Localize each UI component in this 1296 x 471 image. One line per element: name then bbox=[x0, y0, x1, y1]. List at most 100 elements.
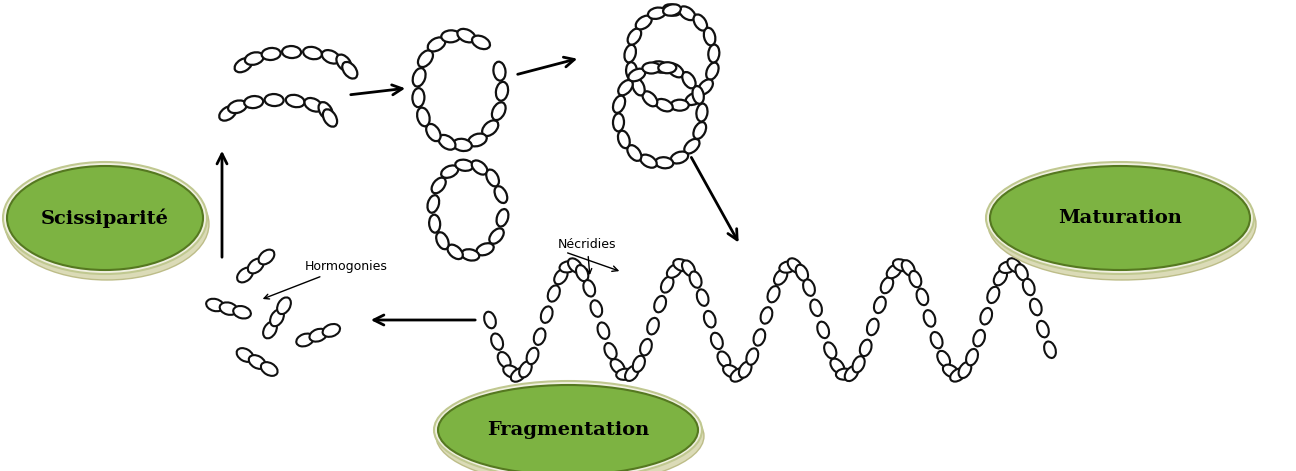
Ellipse shape bbox=[767, 286, 780, 302]
Ellipse shape bbox=[699, 80, 713, 95]
Ellipse shape bbox=[534, 328, 546, 345]
Ellipse shape bbox=[679, 7, 695, 20]
Ellipse shape bbox=[712, 333, 723, 349]
Ellipse shape bbox=[412, 88, 424, 107]
Ellipse shape bbox=[412, 68, 425, 87]
Ellipse shape bbox=[753, 329, 765, 346]
Ellipse shape bbox=[286, 95, 305, 107]
Ellipse shape bbox=[237, 268, 253, 283]
Ellipse shape bbox=[859, 340, 872, 356]
Ellipse shape bbox=[950, 368, 966, 382]
Ellipse shape bbox=[704, 311, 715, 327]
Ellipse shape bbox=[874, 297, 885, 313]
Ellipse shape bbox=[647, 318, 658, 334]
Ellipse shape bbox=[233, 306, 251, 318]
Ellipse shape bbox=[626, 62, 638, 80]
Ellipse shape bbox=[461, 249, 480, 260]
Ellipse shape bbox=[648, 8, 666, 19]
Ellipse shape bbox=[560, 261, 577, 272]
Ellipse shape bbox=[575, 265, 588, 281]
Ellipse shape bbox=[709, 45, 719, 63]
Ellipse shape bbox=[625, 45, 636, 62]
Ellipse shape bbox=[428, 195, 439, 213]
Ellipse shape bbox=[319, 102, 333, 120]
Ellipse shape bbox=[297, 333, 314, 347]
Ellipse shape bbox=[718, 351, 731, 367]
Ellipse shape bbox=[682, 72, 696, 89]
Ellipse shape bbox=[597, 323, 609, 339]
Ellipse shape bbox=[818, 322, 829, 338]
Ellipse shape bbox=[485, 312, 496, 328]
Ellipse shape bbox=[435, 387, 704, 471]
Ellipse shape bbox=[810, 300, 822, 316]
Text: Nécridies: Nécridies bbox=[559, 238, 617, 274]
Ellipse shape bbox=[520, 361, 531, 377]
Ellipse shape bbox=[6, 166, 203, 270]
Ellipse shape bbox=[824, 342, 836, 358]
Ellipse shape bbox=[438, 385, 699, 471]
Ellipse shape bbox=[618, 80, 632, 95]
Ellipse shape bbox=[219, 106, 236, 121]
Ellipse shape bbox=[697, 289, 709, 306]
Text: Hormogonies: Hormogonies bbox=[264, 260, 388, 299]
Ellipse shape bbox=[988, 168, 1256, 280]
Ellipse shape bbox=[704, 28, 715, 45]
Ellipse shape bbox=[591, 300, 603, 317]
Ellipse shape bbox=[323, 324, 340, 337]
Ellipse shape bbox=[503, 365, 520, 378]
Ellipse shape bbox=[689, 271, 701, 288]
Ellipse shape bbox=[943, 365, 959, 377]
Ellipse shape bbox=[492, 102, 505, 120]
Ellipse shape bbox=[651, 61, 669, 73]
Ellipse shape bbox=[5, 168, 209, 280]
Ellipse shape bbox=[656, 157, 674, 168]
Ellipse shape bbox=[661, 276, 674, 292]
Ellipse shape bbox=[206, 299, 224, 311]
Ellipse shape bbox=[264, 94, 284, 106]
Ellipse shape bbox=[886, 264, 902, 278]
Ellipse shape bbox=[283, 46, 301, 58]
Ellipse shape bbox=[486, 170, 499, 187]
Ellipse shape bbox=[867, 319, 879, 335]
Ellipse shape bbox=[636, 16, 652, 29]
Ellipse shape bbox=[999, 261, 1016, 273]
Ellipse shape bbox=[526, 348, 538, 364]
Ellipse shape bbox=[788, 258, 802, 273]
Ellipse shape bbox=[686, 93, 702, 105]
Ellipse shape bbox=[746, 349, 758, 365]
Ellipse shape bbox=[692, 86, 704, 104]
Ellipse shape bbox=[654, 296, 666, 312]
Ellipse shape bbox=[937, 351, 950, 366]
Ellipse shape bbox=[902, 260, 915, 276]
Ellipse shape bbox=[491, 333, 503, 350]
Ellipse shape bbox=[613, 114, 623, 131]
Ellipse shape bbox=[706, 63, 718, 80]
Ellipse shape bbox=[235, 58, 251, 72]
Ellipse shape bbox=[910, 271, 921, 287]
Text: Maturation: Maturation bbox=[1058, 209, 1182, 227]
Ellipse shape bbox=[693, 15, 708, 31]
Ellipse shape bbox=[664, 4, 680, 16]
Ellipse shape bbox=[428, 37, 446, 51]
Ellipse shape bbox=[248, 259, 263, 273]
Ellipse shape bbox=[986, 162, 1255, 274]
Ellipse shape bbox=[337, 55, 351, 71]
Ellipse shape bbox=[490, 228, 504, 244]
Ellipse shape bbox=[618, 130, 630, 148]
Ellipse shape bbox=[1007, 258, 1021, 273]
Ellipse shape bbox=[1023, 279, 1034, 295]
Ellipse shape bbox=[604, 343, 617, 359]
Ellipse shape bbox=[1016, 264, 1028, 280]
Ellipse shape bbox=[249, 355, 266, 369]
Ellipse shape bbox=[664, 4, 680, 16]
Ellipse shape bbox=[625, 366, 639, 381]
Ellipse shape bbox=[682, 260, 695, 276]
Ellipse shape bbox=[973, 330, 985, 346]
Ellipse shape bbox=[441, 165, 459, 178]
Ellipse shape bbox=[454, 139, 472, 151]
Ellipse shape bbox=[696, 104, 708, 122]
Ellipse shape bbox=[277, 297, 290, 314]
Ellipse shape bbox=[627, 145, 642, 161]
Ellipse shape bbox=[457, 29, 476, 42]
Ellipse shape bbox=[3, 162, 207, 274]
